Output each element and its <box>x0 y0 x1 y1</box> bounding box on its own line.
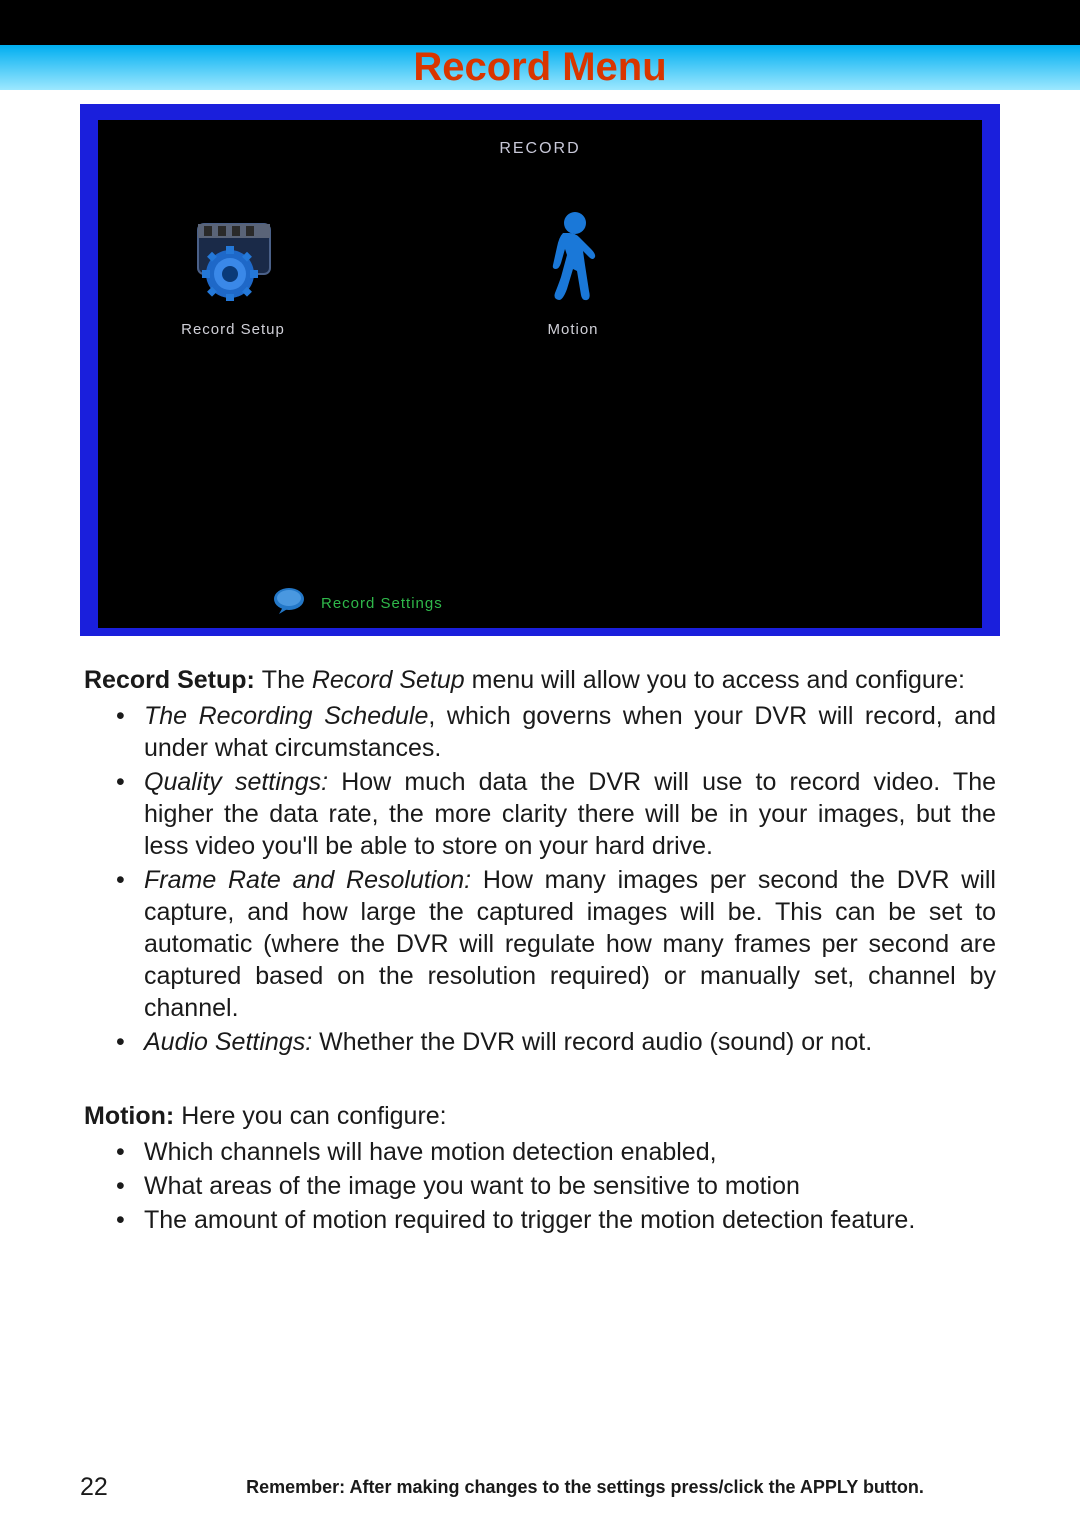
list-item: The amount of motion required to trigger… <box>116 1204 996 1236</box>
lead-text: Here you can configure: <box>181 1102 446 1130</box>
list-item: Frame Rate and Resolution: How many imag… <box>116 864 996 1024</box>
record-setup-icon <box>183 213 283 303</box>
list-item: Which channels will have motion detectio… <box>116 1136 996 1168</box>
bullet-italic: Audio Settings: <box>144 1028 312 1056</box>
dvr-status-bar: Record Settings <box>273 587 443 620</box>
footer-note: Remember: After making changes to the se… <box>170 1477 1000 1498</box>
bullet-italic: Frame Rate and Resolution: <box>144 866 471 894</box>
motion-icon <box>523 213 623 303</box>
bullet-text: Whether the DVR will record audio (sound… <box>312 1028 872 1056</box>
page-footer: 22 Remember: After making changes to the… <box>80 1473 1000 1502</box>
top-black-strip <box>0 0 1080 45</box>
dvr-screen-title: RECORD <box>98 120 982 158</box>
lead-text: The <box>262 666 312 694</box>
dvr-menu-row: Record Setup Motion <box>98 158 982 338</box>
page-content: RECORD <box>0 90 1080 1236</box>
menu-item-motion[interactable]: Motion <box>503 213 643 338</box>
list-item: What areas of the image you want to be s… <box>116 1170 996 1202</box>
dvr-screenshot-frame: RECORD <box>80 104 1000 636</box>
page-title: Record Menu <box>0 45 1080 90</box>
record-setup-intro: Record Setup: The Record Setup menu will… <box>84 664 996 696</box>
motion-bullets: Which channels will have motion detectio… <box>84 1136 996 1236</box>
list-item: Audio Settings: Whether the DVR will rec… <box>116 1026 996 1058</box>
list-item: Quality settings: How much data the DVR … <box>116 766 996 862</box>
lead-italic: Record Setup <box>312 666 465 694</box>
body-text: Record Setup: The Record Setup menu will… <box>80 636 1000 1236</box>
page-number: 22 <box>80 1473 170 1502</box>
lead-bold: Record Setup: <box>84 666 262 694</box>
menu-label: Record Setup <box>181 321 285 338</box>
menu-label: Motion <box>547 321 598 338</box>
bullet-italic: The Recording Schedule <box>144 702 428 730</box>
dvr-status-text: Record Settings <box>321 595 443 612</box>
menu-item-record-setup[interactable]: Record Setup <box>163 213 303 338</box>
lead-bold: Motion: <box>84 1102 181 1130</box>
dvr-screenshot: RECORD <box>98 120 982 628</box>
motion-intro: Motion: Here you can configure: <box>84 1100 996 1132</box>
lead-text: menu will allow you to access and config… <box>465 666 965 694</box>
speech-bubble-icon <box>273 587 305 620</box>
record-setup-bullets: The Recording Schedule, which governs wh… <box>84 700 996 1058</box>
bullet-italic: Quality settings: <box>144 768 328 796</box>
list-item: The Recording Schedule, which governs wh… <box>116 700 996 764</box>
